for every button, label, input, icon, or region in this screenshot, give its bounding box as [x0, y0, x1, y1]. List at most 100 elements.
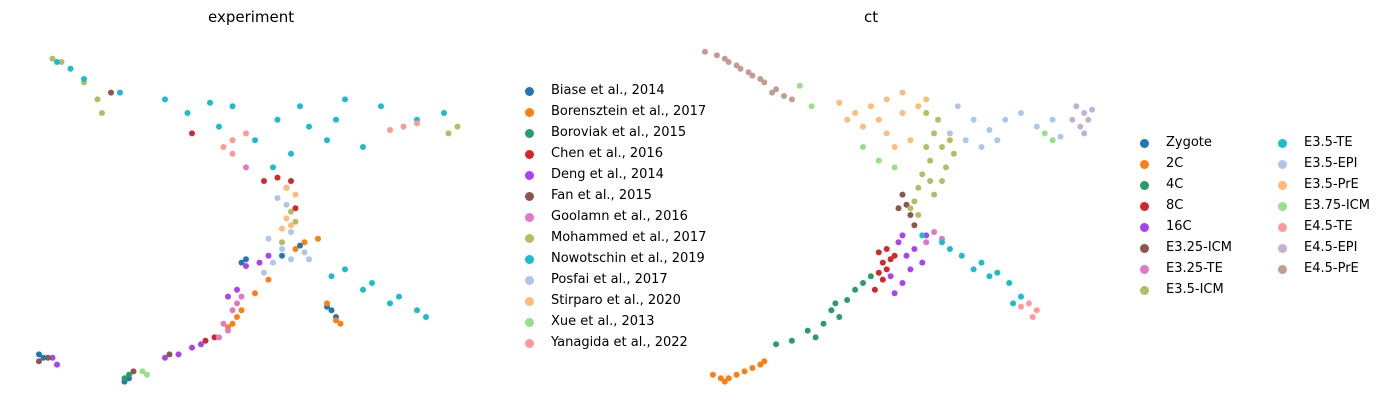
legend-label: Deng et al., 2014: [551, 167, 664, 182]
point-deng-et-al-2014: [243, 263, 249, 269]
point-4c: [788, 337, 795, 344]
point-mohammed-et-al-2017: [99, 110, 105, 116]
point-nowotschin-et-al-2019: [360, 144, 366, 150]
legend-label: Borensztein et al., 2017: [551, 104, 707, 119]
point-e3-5-icm: [935, 116, 941, 123]
point-2c: [749, 365, 756, 371]
point-biase-et-al-2014: [297, 242, 303, 249]
legend-label: 8C: [1166, 198, 1184, 213]
point-e3-5-icm: [907, 205, 914, 212]
point-8c: [883, 246, 890, 252]
point-e4-5-te: [1029, 314, 1036, 320]
point-8c: [887, 256, 894, 263]
point-xue-et-al-2013: [144, 371, 150, 378]
point-e4-5-pre: [725, 59, 732, 65]
legend-marker: [525, 108, 534, 117]
legend-marker: [525, 150, 534, 159]
point-yanagida-et-al-2022: [414, 120, 420, 127]
point-mohammed-et-al-2017: [58, 59, 65, 65]
point-e3-5-pre: [883, 130, 890, 137]
point-e4-5-epi: [1077, 123, 1084, 130]
legend-label: 16C: [1166, 219, 1192, 234]
point-e3-25-icm: [895, 205, 902, 212]
point-biase-et-al-2014: [279, 252, 285, 259]
experiment-title: experiment: [208, 8, 295, 26]
point-e4-5-pre: [788, 96, 795, 103]
point-8c: [891, 252, 898, 259]
point-e3-5-pre: [860, 123, 866, 130]
point-posfai-et-al-2017: [288, 256, 294, 263]
legend-label: E3.25-TE: [1166, 261, 1223, 276]
point-fan-et-al-2015: [45, 354, 51, 361]
point-e3-5-icm: [927, 157, 934, 164]
point-stirparo-et-al-2020: [279, 225, 285, 232]
point-goolamn-et-al-2016: [216, 334, 222, 341]
point-8c: [883, 266, 890, 273]
point-nowotschin-et-al-2019: [387, 300, 393, 307]
legend-label: E3.5-PrE: [1304, 177, 1359, 192]
point-fan-et-al-2015: [108, 89, 114, 96]
ct-legend: Zygote 2C 4C 8C 16C E3.25-ICM E3.25-TE E3.5-ICM…: [1140, 0, 1390, 411]
point-e4-5-pre: [745, 69, 752, 76]
experiment-legend: Biase et al., 2014 Borensztein et al., 20…: [525, 0, 730, 411]
point-chen-et-al-2016: [261, 178, 267, 184]
legend-marker: [1140, 244, 1149, 253]
point-nowotschin-et-al-2019: [216, 123, 222, 130]
point-chen-et-al-2016: [288, 178, 294, 184]
point-chen-et-al-2016: [274, 174, 281, 181]
experiment-scatter: [36, 55, 461, 385]
point-e3-5-epi: [1049, 116, 1056, 123]
point-4c: [836, 314, 843, 320]
point-posfai-et-al-2017: [288, 229, 294, 235]
legend-marker: [1278, 181, 1287, 190]
point-deng-et-al-2014: [225, 293, 231, 300]
point-mohammed-et-al-2017: [454, 123, 461, 130]
point-biase-et-al-2014: [238, 259, 245, 266]
point-4c: [860, 280, 866, 286]
point-nowotschin-et-al-2019: [184, 110, 191, 116]
point-biase-et-al-2014: [243, 256, 249, 263]
legend-marker: [1278, 265, 1287, 274]
legend-label: Mohammed et al., 2017: [551, 230, 707, 245]
point-deng-et-al-2014: [54, 361, 60, 368]
point-2c: [709, 371, 716, 378]
legend-label: E3.5-EPI: [1304, 156, 1358, 171]
legend-marker: [525, 129, 534, 138]
point-boroviak-et-al-2015: [126, 371, 132, 378]
legend-label: Chen et al., 2016: [551, 146, 663, 161]
point-e3-5-pre: [852, 110, 859, 116]
legend-marker: [525, 297, 534, 306]
point-posfai-et-al-2017: [301, 249, 308, 256]
point-e3-5-te: [1006, 280, 1013, 286]
point-8c: [875, 249, 882, 256]
point-e3-75-icm: [875, 157, 882, 164]
point-nowotschin-et-al-2019: [117, 89, 123, 96]
point-borensztein-et-al-2017: [238, 307, 245, 314]
point-e3-5-epi: [1033, 123, 1040, 130]
point-16c: [899, 232, 906, 239]
legend-label: Yanagida et al., 2022: [551, 335, 688, 350]
point-2c: [733, 371, 740, 378]
point-borensztein-et-al-2017: [234, 314, 240, 320]
point-e3-5-te: [1018, 293, 1024, 300]
point-2c: [721, 378, 728, 385]
legend-label: 4C: [1166, 177, 1184, 192]
legend-marker: [1140, 181, 1149, 190]
point-borensztein-et-al-2017: [315, 235, 321, 242]
point-chen-et-al-2016: [189, 130, 195, 137]
point-4c: [867, 273, 874, 280]
point-e4-5-epi: [1069, 116, 1076, 123]
point-e4-5-pre: [733, 62, 740, 69]
point-biase-et-al-2014: [40, 354, 47, 361]
legend-marker: [1140, 223, 1149, 232]
point-fan-et-al-2015: [36, 358, 42, 365]
point-borensztein-et-al-2017: [265, 276, 272, 283]
point-deng-et-al-2014: [189, 344, 195, 351]
point-e3-5-te: [939, 239, 945, 246]
point-e3-5-te: [919, 232, 926, 239]
point-goolamn-et-al-2016: [220, 320, 227, 327]
point-stirparo-et-al-2020: [283, 184, 290, 191]
legend-label: Fan et al., 2015: [551, 188, 652, 203]
